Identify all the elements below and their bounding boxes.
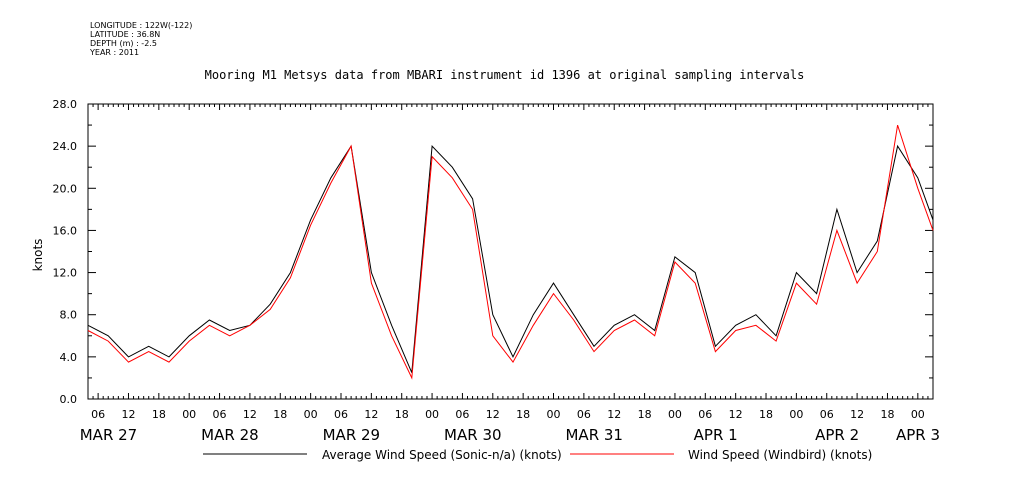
x-hour-label: 18 <box>516 408 530 421</box>
x-date-label: APR 1 <box>694 426 738 444</box>
date-labels: MAR 27 MAR 28 MAR 29 MAR 30 MAR 31 APR 1 APR 2… <box>80 426 940 444</box>
series-line-sonic <box>87 144 934 373</box>
x-hour-label: 00 <box>304 408 318 421</box>
x-hour-label: 00 <box>425 408 439 421</box>
y-tick-label: 24.0 <box>53 140 78 153</box>
chart-title: Mooring M1 Metsys data from MBARI instru… <box>204 68 805 82</box>
legend-label-windbird: Wind Speed (Windbird) (knots) <box>688 448 872 462</box>
y-tick-label: 12.0 <box>53 267 78 280</box>
x-hour-label: 00 <box>911 408 925 421</box>
y-axis-label: knots <box>31 239 45 272</box>
y-tick-label: 16.0 <box>53 224 78 237</box>
y-tick-label: 0.0 <box>60 393 78 406</box>
y-tick-label: 20.0 <box>53 182 78 195</box>
x-date-label: APR 3 <box>896 426 940 444</box>
metadata-block: LONGITUDE : 122W(-122) LATITUDE : 36.8N DE… <box>90 21 192 57</box>
x-hour-label: 18 <box>152 408 166 421</box>
x-date-label: MAR 28 <box>201 426 258 444</box>
x-hour-label: 12 <box>607 408 621 421</box>
x-date-label: MAR 31 <box>565 426 622 444</box>
x-hour-label: 12 <box>729 408 743 421</box>
series-lines <box>87 124 934 380</box>
x-hour-label: 12 <box>850 408 864 421</box>
x-hour-label: 18 <box>638 408 652 421</box>
depth-label: DEPTH (m) : -2.5 <box>90 39 157 48</box>
x-hour-label: 06 <box>820 408 834 421</box>
x-hour-label: 12 <box>486 408 500 421</box>
x-date-label: MAR 30 <box>444 426 501 444</box>
y-tick-label: 4.0 <box>60 351 78 364</box>
x-hour-label: 06 <box>698 408 712 421</box>
x-tick-labels: 06 12 18 00 06 12 18 00 06 12 18 00 06 12 18 00 06 12 18 00… <box>91 408 925 421</box>
x-hour-label: 18 <box>759 408 773 421</box>
x-hour-label: 18 <box>880 408 894 421</box>
y-tick-label: 28.0 <box>53 98 78 111</box>
legend: Average Wind Speed (Sonic-n/a) (knots) W… <box>203 448 872 462</box>
x-hour-label: 00 <box>182 408 196 421</box>
x-hour-label: 00 <box>668 408 682 421</box>
x-hour-label: 00 <box>789 408 803 421</box>
x-hour-label: 06 <box>334 408 348 421</box>
x-hour-label: 06 <box>213 408 227 421</box>
axis-ticks <box>87 103 934 400</box>
year-label: YEAR : 2011 <box>90 48 140 57</box>
x-date-label: MAR 27 <box>80 426 137 444</box>
x-hour-label: 06 <box>91 408 105 421</box>
x-hour-label: 06 <box>577 408 591 421</box>
x-hour-label: 18 <box>395 408 409 421</box>
series-line-windbird <box>87 124 934 380</box>
plot-frame <box>87 103 934 400</box>
longitude-label: LONGITUDE : 122W(-122) <box>90 21 193 30</box>
y-tick-label: 8.0 <box>60 309 78 322</box>
x-hour-label: 06 <box>455 408 469 421</box>
x-date-label: APR 2 <box>815 426 859 444</box>
x-date-label: MAR 29 <box>323 426 380 444</box>
legend-label-sonic: Average Wind Speed (Sonic-n/a) (knots) <box>322 448 562 462</box>
x-hour-label: 18 <box>273 408 287 421</box>
x-hour-label: 12 <box>121 408 135 421</box>
x-hour-label: 12 <box>243 408 257 421</box>
latitude-label: LATITUDE : 36.8N <box>90 30 161 39</box>
y-tick-labels: 0.0 4.0 8.0 12.0 16.0 20.0 24.0 28.0 <box>53 98 78 406</box>
x-hour-label: 00 <box>547 408 561 421</box>
x-hour-label: 12 <box>364 408 378 421</box>
